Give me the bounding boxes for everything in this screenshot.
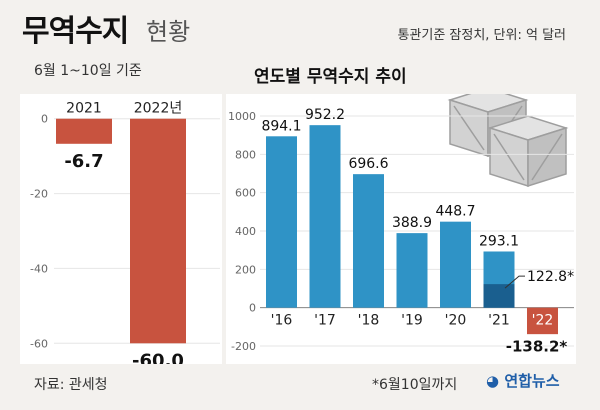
right-chart-title: 연도별 무역수지 추이 <box>254 67 407 87</box>
logo-text: 연합뉴스 <box>504 372 560 390</box>
x-tick-label: '17 <box>314 313 336 329</box>
data-label: 696.6 <box>348 156 388 172</box>
unit-note: 통관기준 잠정치, 단위: 억 달러 <box>397 28 566 43</box>
x-tick-label: '19 <box>401 313 423 329</box>
page-subtitle: 현황 <box>146 18 191 46</box>
y-tick-label: 200 <box>235 263 256 276</box>
bar <box>266 136 297 308</box>
source-note: 자료: 관세청 <box>34 377 108 393</box>
yonhap-logo: ◕ 연합뉴스 <box>486 370 560 391</box>
highlight-label: 122.8* <box>527 269 574 285</box>
y-tick-label: -200 <box>231 340 256 353</box>
x-tick-label: '18 <box>358 313 380 329</box>
x-tick-label: '16 <box>271 313 293 329</box>
bar <box>353 174 384 308</box>
boxes-illustration <box>447 87 569 188</box>
page-title: 무역수지 <box>22 14 129 49</box>
data-label: 952.2 <box>305 107 345 123</box>
logo-mark-icon: ◕ <box>486 372 500 390</box>
y-tick-label: 600 <box>235 187 256 200</box>
highlight-bar <box>483 284 515 308</box>
y-tick-label: -60 <box>30 337 48 350</box>
x-tick-label: '22 <box>532 313 554 329</box>
x-tick-label: '20 <box>445 313 467 329</box>
left-chart: 0 -20 -40 -60 2021 -6.7 2022년 -60.0 <box>30 101 220 371</box>
data-label: 448.7 <box>435 204 475 220</box>
data-label: -138.2* <box>506 338 568 356</box>
right-chart: 1000 800 600 400 200 0 -200 '16 894.1 '17 952.2 '18… <box>228 87 574 356</box>
y-tick-label: 800 <box>235 148 256 161</box>
bar <box>56 118 112 144</box>
y-tick-label: 400 <box>235 225 256 238</box>
data-label: -6.7 <box>64 151 103 172</box>
y-tick-label: 0 <box>249 302 256 315</box>
x-tick-label: '21 <box>488 313 510 329</box>
bar <box>130 118 186 344</box>
x-tick-label: 2021 <box>66 101 102 117</box>
x-tick-label: 2022년 <box>134 101 183 117</box>
bar <box>309 125 341 308</box>
footnote: *6월10일까지 <box>372 377 458 393</box>
bar <box>396 233 428 308</box>
y-tick-label: 1000 <box>228 110 256 123</box>
bar <box>440 221 471 308</box>
data-label: 894.1 <box>261 118 301 134</box>
y-tick-label: -40 <box>30 262 48 275</box>
y-tick-label: -20 <box>30 188 48 201</box>
left-chart-panel: 0 -20 -40 -60 2021 -6.7 2022년 -60.0 <box>20 94 222 371</box>
data-label: 293.1 <box>479 233 519 249</box>
data-label: -60.0 <box>132 350 184 364</box>
bar <box>527 307 558 335</box>
data-label: 388.9 <box>392 215 432 231</box>
leader-line <box>504 275 525 289</box>
right-chart-panel: 1000 800 600 400 200 0 -200 '16 894.1 '17 952.2 '18… <box>226 87 576 364</box>
y-tick-label: 0 <box>41 113 48 126</box>
period-note: 6월 1~10일 기준 <box>34 63 142 79</box>
